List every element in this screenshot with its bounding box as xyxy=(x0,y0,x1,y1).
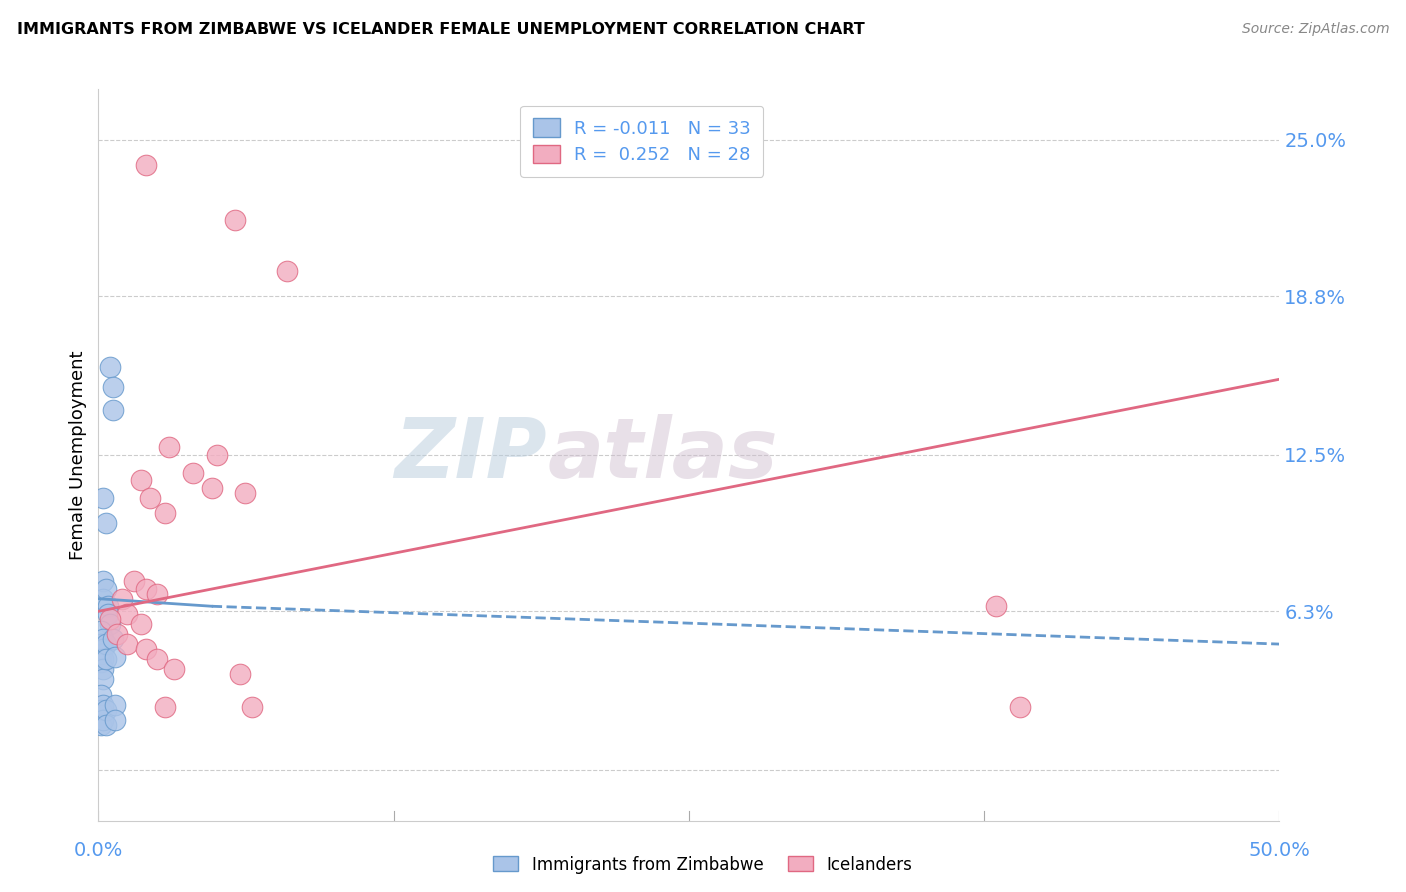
Point xyxy=(153,700,176,714)
Point xyxy=(157,441,180,455)
Point xyxy=(104,713,127,727)
Point xyxy=(90,624,112,639)
Point xyxy=(104,649,127,664)
Point xyxy=(94,637,117,651)
Point xyxy=(98,612,121,626)
Point xyxy=(135,158,157,172)
Point xyxy=(91,642,114,657)
Point xyxy=(984,599,1007,614)
Point xyxy=(101,632,124,646)
Point xyxy=(91,632,114,646)
Legend: Immigrants from Zimbabwe, Icelanders: Immigrants from Zimbabwe, Icelanders xyxy=(485,847,921,882)
Text: Source: ZipAtlas.com: Source: ZipAtlas.com xyxy=(1241,22,1389,37)
Legend: R = -0.011   N = 33, R =  0.252   N = 28: R = -0.011 N = 33, R = 0.252 N = 28 xyxy=(520,105,763,177)
Point xyxy=(97,599,120,614)
Point xyxy=(90,718,112,732)
Point xyxy=(101,380,124,394)
Point xyxy=(115,637,138,651)
Point xyxy=(91,698,114,712)
Point xyxy=(146,652,169,666)
Point xyxy=(94,718,117,732)
Text: atlas: atlas xyxy=(547,415,778,495)
Point xyxy=(90,688,112,702)
Point xyxy=(205,448,228,462)
Point xyxy=(115,607,138,621)
Point xyxy=(129,616,152,631)
Point xyxy=(153,506,176,520)
Point xyxy=(97,607,120,621)
Point xyxy=(98,359,121,374)
Point xyxy=(91,673,114,687)
Point xyxy=(90,703,112,717)
Point xyxy=(91,662,114,676)
Point xyxy=(129,473,152,487)
Point xyxy=(105,627,128,641)
Point xyxy=(94,652,117,666)
Point xyxy=(94,703,117,717)
Point xyxy=(135,582,157,596)
Y-axis label: Female Unemployment: Female Unemployment xyxy=(69,351,87,559)
Point xyxy=(163,662,186,676)
Point xyxy=(240,700,263,714)
Point xyxy=(224,213,246,227)
Text: IMMIGRANTS FROM ZIMBABWE VS ICELANDER FEMALE UNEMPLOYMENT CORRELATION CHART: IMMIGRANTS FROM ZIMBABWE VS ICELANDER FE… xyxy=(17,22,865,37)
Point xyxy=(91,652,114,666)
Text: ZIP: ZIP xyxy=(395,415,547,495)
Point xyxy=(122,574,145,588)
Point xyxy=(90,655,112,669)
Point xyxy=(104,698,127,712)
Text: 50.0%: 50.0% xyxy=(1249,841,1310,860)
Point xyxy=(91,591,114,606)
Point xyxy=(91,713,114,727)
Point xyxy=(101,402,124,417)
Point xyxy=(91,491,114,505)
Point xyxy=(139,491,162,505)
Point xyxy=(90,647,112,661)
Text: 0.0%: 0.0% xyxy=(73,841,124,860)
Point xyxy=(90,637,112,651)
Point xyxy=(94,582,117,596)
Point xyxy=(181,466,204,480)
Point xyxy=(98,616,121,631)
Point xyxy=(276,264,298,278)
Point xyxy=(135,642,157,657)
Point xyxy=(146,587,169,601)
Point xyxy=(233,485,256,500)
Point xyxy=(91,574,114,588)
Point xyxy=(111,591,134,606)
Point xyxy=(201,481,224,495)
Point xyxy=(229,667,252,681)
Point xyxy=(94,516,117,530)
Point xyxy=(1008,700,1031,714)
